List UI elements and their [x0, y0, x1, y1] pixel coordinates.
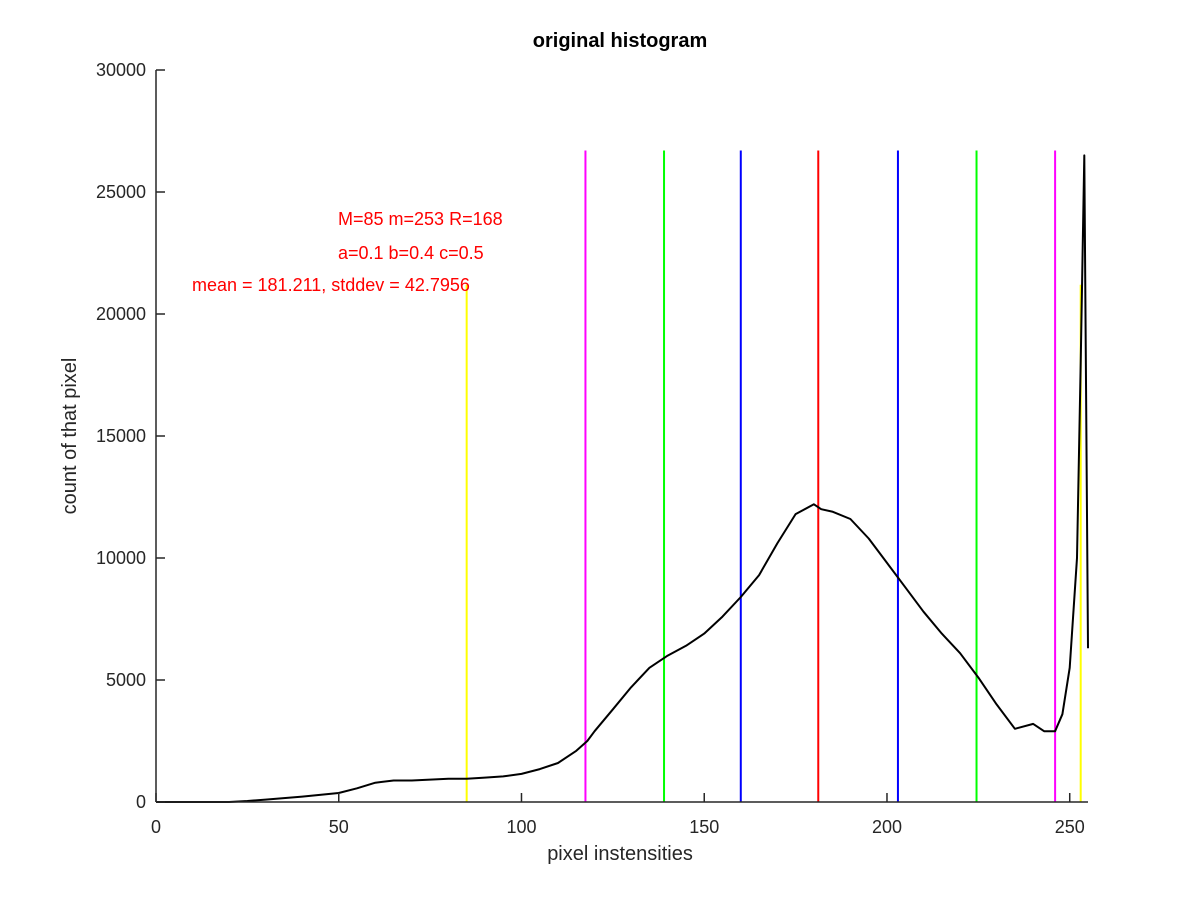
x-tick-label: 0	[151, 817, 161, 837]
x-tick-label: 50	[329, 817, 349, 837]
chart-title: original histogram	[533, 30, 707, 52]
x-tick-label: 100	[506, 817, 536, 837]
annotation-statistics: mean = 181.211, stddev = 42.7956	[192, 275, 470, 295]
x-ticks: 0 50 100 150 200 250	[151, 793, 1085, 837]
y-tick-label: 20000	[96, 304, 146, 324]
histogram-line-1	[156, 154, 1089, 803]
y-axis-title: count of that pixel	[59, 358, 81, 515]
threshold-lines	[465, 150, 1082, 802]
y-tick-label: 15000	[96, 426, 146, 446]
x-axis-title: pixel instensities	[547, 843, 693, 865]
y-tick-label: 10000	[96, 548, 146, 568]
x-tick-label: 250	[1055, 817, 1085, 837]
annotation-coefficients: a=0.1 b=0.4 c=0.5	[338, 243, 484, 263]
y-tick-label: 5000	[106, 670, 146, 690]
annotation-params: M=85 m=253 R=168	[338, 209, 503, 229]
x-tick-label: 200	[872, 817, 902, 837]
y-tick-label: 30000	[96, 60, 146, 80]
y-tick-label: 25000	[96, 182, 146, 202]
y-tick-label: 0	[136, 792, 146, 812]
x-tick-label: 150	[689, 817, 719, 837]
y-ticks: 0 5000 10000 15000 20000 25000 30000	[96, 60, 165, 812]
histogram-series	[156, 154, 1089, 803]
